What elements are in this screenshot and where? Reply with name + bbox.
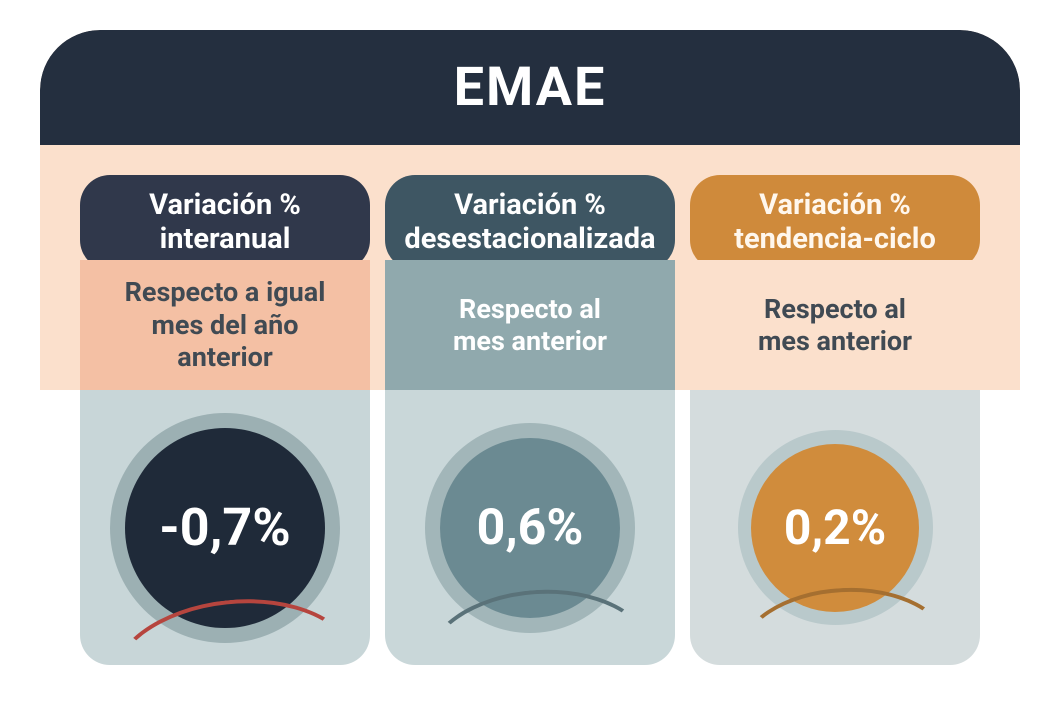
sub-line: Respecto al bbox=[764, 293, 906, 325]
sub-line: mes anterior bbox=[453, 325, 607, 357]
bottom-interanual: -0,7% bbox=[80, 390, 370, 665]
sub-desest: Respecto al mes anterior bbox=[385, 260, 675, 390]
sub-line: anterior bbox=[177, 341, 272, 373]
value-desest: 0,6% bbox=[477, 499, 584, 557]
disc-tendencia: 0,2% bbox=[751, 444, 919, 612]
pill-line2: interanual bbox=[160, 223, 291, 256]
pill-line1: Variación % bbox=[149, 189, 301, 222]
value-interanual: -0,7% bbox=[159, 497, 290, 558]
col-interanual: Variación % interanual Respecto a igual … bbox=[80, 175, 370, 670]
pill-line1: Variación % bbox=[454, 189, 606, 222]
sub-interanual: Respecto a igual mes del año anterior bbox=[80, 260, 370, 390]
pill-line2: desestacionalizada bbox=[404, 223, 655, 256]
sub-tendencia: Respecto al mes anterior bbox=[690, 260, 980, 390]
pill-tendencia: Variación % tendencia-ciclo bbox=[690, 175, 980, 270]
pill-line1: Variación % bbox=[759, 189, 911, 222]
pill-desest: Variación % desestacionalizada bbox=[385, 175, 675, 270]
col-desestacionalizada: Variación % desestacionalizada Respecto … bbox=[385, 175, 675, 670]
bottom-tendencia: 0,2% bbox=[690, 390, 980, 665]
disc-interanual: -0,7% bbox=[125, 428, 325, 628]
sub-line: mes del año bbox=[151, 309, 298, 341]
main-title: EMAE bbox=[454, 56, 607, 119]
sub-line: Respecto a igual bbox=[125, 276, 326, 308]
header-bar: EMAE bbox=[40, 30, 1020, 145]
value-tendencia: 0,2% bbox=[784, 499, 886, 556]
pill-interanual: Variación % interanual bbox=[80, 175, 370, 270]
sub-line: mes anterior bbox=[758, 325, 912, 357]
sub-line: Respecto al bbox=[459, 293, 601, 325]
pill-line2: tendencia-ciclo bbox=[734, 223, 936, 256]
col-tendencia: Variación % tendencia-ciclo Respecto al … bbox=[690, 175, 980, 670]
columns-row: Variación % interanual Respecto a igual … bbox=[40, 175, 1020, 670]
bottom-desest: 0,6% bbox=[385, 390, 675, 665]
infographic-frame: EMAE Variación % interanual Respecto a i… bbox=[40, 30, 1020, 690]
